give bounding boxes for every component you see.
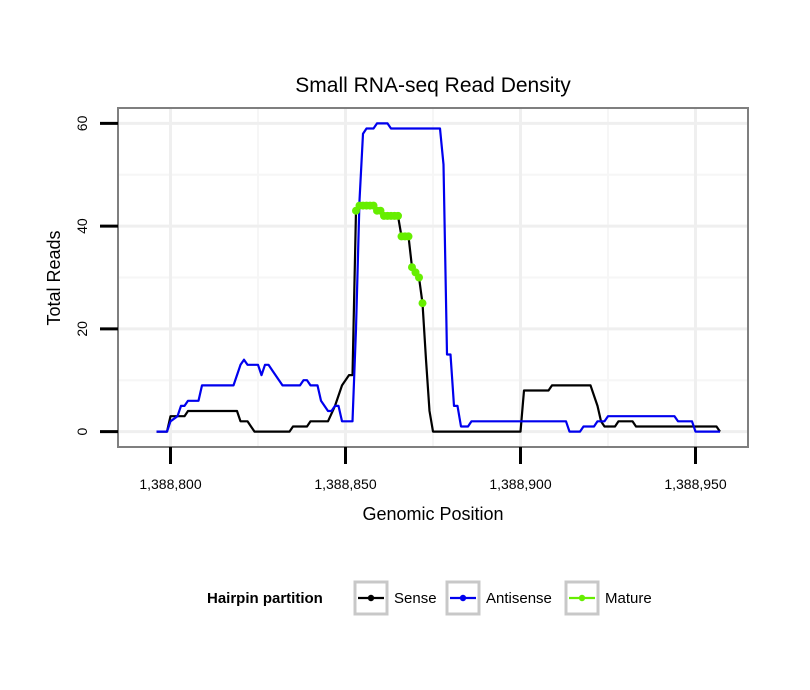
legend-label: Mature (605, 590, 652, 607)
legend: Hairpin partition Sense Antisense Mature (207, 580, 652, 616)
legend-key-point (459, 594, 467, 602)
y-axis-label: Total Reads (44, 230, 64, 325)
x-tick-label: 1,388,950 (664, 476, 726, 492)
legend-label: Sense (394, 590, 437, 607)
y-tick-label: 60 (74, 115, 90, 131)
legend-item-mature: Mature (564, 580, 652, 616)
series-layer (156, 122, 721, 433)
axes: 1,388,800 1,388,850 1,388,900 1,388,950 0 20 4… (74, 115, 727, 492)
legend-item-antisense: Antisense (445, 580, 552, 616)
series-point-mature (394, 211, 402, 220)
legend-item-sense: Sense (353, 580, 437, 616)
y-tick-label: 40 (74, 218, 90, 234)
series-line-antisense (156, 122, 720, 433)
legend-key-point (578, 594, 586, 602)
series-point-mature (418, 299, 427, 308)
x-axis-label: Genomic Position (362, 504, 503, 524)
y-tick-label: 20 (74, 321, 90, 337)
plot-border (117, 107, 749, 448)
legend-key-point (367, 594, 375, 602)
chart-title: Small RNA-seq Read Density (295, 74, 571, 97)
legend-label: Antisense (486, 590, 552, 607)
x-tick-label: 1,388,850 (314, 476, 376, 492)
series-point-mature (404, 232, 413, 241)
y-tick-label: 0 (74, 427, 90, 435)
series-point-mature (415, 273, 423, 282)
x-tick-label: 1,388,900 (489, 476, 551, 492)
legend-title: Hairpin partition (207, 590, 323, 607)
x-tick-label: 1,388,800 (139, 476, 201, 492)
